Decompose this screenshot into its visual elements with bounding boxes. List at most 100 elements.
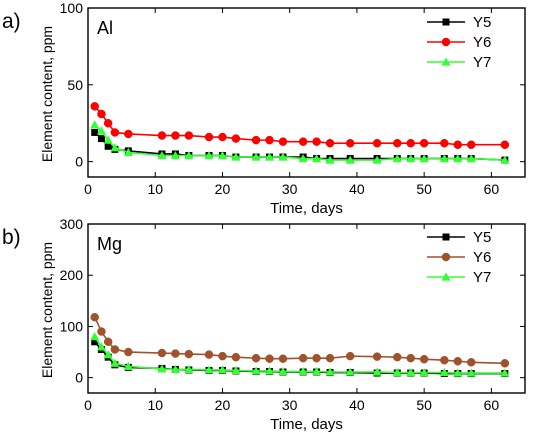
data-point — [96, 342, 106, 351]
data-point — [419, 154, 429, 163]
legend-entry: Y6 — [473, 34, 491, 51]
data-point — [325, 353, 335, 363]
x-tick-label: 50 — [416, 397, 432, 413]
data-point — [217, 150, 227, 160]
data-point — [91, 128, 99, 136]
data-point — [500, 359, 510, 368]
y-tick-label: 50 — [67, 77, 83, 93]
x-tick-label: 50 — [416, 181, 432, 197]
data-point — [96, 126, 106, 135]
data-point — [312, 154, 322, 163]
legend-marker — [441, 37, 451, 47]
legend-marker — [442, 233, 450, 241]
data-point — [439, 368, 449, 377]
data-point — [90, 332, 100, 341]
data-point — [204, 350, 214, 359]
y-axis-label: Element content, ppm — [39, 26, 55, 162]
x-tick-label: 40 — [349, 397, 365, 413]
data-point — [393, 138, 402, 148]
data-point — [372, 367, 382, 376]
element-label: Al — [97, 18, 113, 38]
data-point — [298, 366, 308, 376]
data-point — [97, 109, 106, 119]
data-point — [466, 368, 476, 377]
data-point — [231, 352, 241, 362]
legend-entry: Y7 — [473, 269, 491, 286]
data-point — [251, 353, 261, 363]
legend-entry: Y5 — [473, 229, 491, 246]
data-point — [265, 152, 275, 161]
data-point — [265, 354, 274, 363]
panel-label: b) — [2, 226, 21, 249]
data-point — [419, 138, 429, 148]
data-point — [265, 135, 274, 145]
data-point — [466, 154, 476, 163]
data-point — [419, 368, 429, 377]
data-point — [453, 154, 463, 163]
data-point — [124, 347, 133, 357]
data-point — [325, 138, 335, 148]
data-point — [184, 131, 194, 140]
x-axis-label: Time, days — [270, 200, 343, 217]
y-tick-label: 100 — [60, 318, 84, 334]
data-point — [157, 150, 167, 160]
data-point — [406, 154, 416, 163]
x-tick-label: 60 — [484, 397, 500, 413]
legend-entry: Y6 — [473, 249, 491, 266]
data-point — [157, 131, 167, 140]
data-point — [97, 135, 105, 143]
data-point — [312, 353, 321, 363]
data-point — [278, 137, 288, 146]
x-axis-label: Time, days — [270, 416, 343, 433]
data-point — [439, 154, 449, 163]
data-point — [466, 358, 476, 367]
x-tick-label: 0 — [84, 181, 92, 197]
data-point — [171, 349, 180, 358]
series-Y6 — [90, 102, 510, 149]
data-point — [110, 358, 120, 367]
data-point — [90, 102, 99, 111]
x-tick-label: 30 — [282, 181, 298, 197]
data-point — [453, 140, 463, 149]
data-point — [218, 132, 227, 142]
data-point — [406, 368, 416, 377]
x-tick-label: 20 — [215, 397, 231, 413]
data-point — [110, 345, 120, 354]
y-tick-label: 100 — [60, 0, 84, 16]
data-point — [123, 361, 133, 370]
panel-label: a) — [2, 10, 21, 33]
data-point — [103, 118, 113, 128]
data-point — [278, 354, 288, 363]
x-tick-label: 20 — [215, 181, 231, 197]
data-point — [453, 356, 463, 366]
x-tick-label: 10 — [147, 397, 163, 413]
x-tick-label: 30 — [282, 397, 298, 413]
plot-frame — [87, 7, 526, 178]
data-point — [406, 353, 415, 363]
legend-marker — [441, 57, 451, 66]
x-tick-label: 40 — [349, 181, 365, 197]
data-point — [204, 150, 214, 160]
plot-frame — [87, 223, 526, 394]
x-tick-label: 0 — [84, 397, 92, 413]
y-tick-label: 0 — [75, 154, 83, 170]
data-point — [123, 147, 133, 157]
data-point — [345, 367, 355, 376]
data-point — [90, 120, 100, 129]
data-point — [204, 132, 214, 142]
data-point — [231, 365, 241, 375]
series-Y7 — [90, 332, 510, 377]
legend-marker — [441, 272, 451, 281]
series-Y6 — [90, 312, 510, 368]
y-tick-label: 200 — [60, 267, 84, 283]
x-tick-label: 10 — [147, 181, 163, 197]
data-point — [170, 150, 180, 160]
data-point — [103, 337, 113, 347]
data-point — [104, 142, 112, 150]
data-point — [345, 138, 355, 148]
data-point — [184, 150, 194, 160]
data-point — [312, 137, 321, 146]
y-tick-label: 300 — [60, 216, 84, 232]
data-point — [466, 140, 476, 149]
